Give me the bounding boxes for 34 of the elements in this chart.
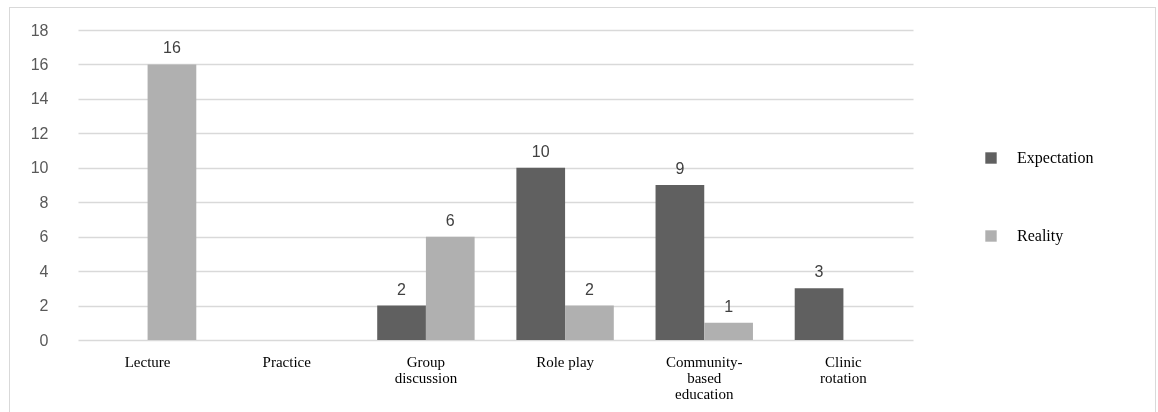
bar bbox=[794, 288, 844, 340]
data-label: 16 bbox=[163, 39, 181, 57]
bar bbox=[655, 185, 705, 340]
x-tick-label: Clinic rotation bbox=[820, 353, 868, 386]
data-label: 1 bbox=[724, 297, 734, 315]
data-label: 2 bbox=[584, 280, 594, 298]
legend-label: Reality bbox=[1017, 227, 1064, 245]
y-tick-label: 10 bbox=[30, 159, 49, 177]
y-tick-label: 6 bbox=[39, 228, 49, 246]
bar bbox=[516, 167, 566, 340]
y-tick-label: 0 bbox=[39, 331, 49, 349]
data-label: 10 bbox=[531, 142, 550, 160]
data-label: 2 bbox=[397, 280, 407, 298]
bar bbox=[704, 322, 753, 340]
x-tick-label: Role play bbox=[536, 353, 595, 370]
x-tick-label: Community-based education bbox=[665, 353, 743, 402]
y-tick-label: 16 bbox=[30, 55, 49, 73]
y-tick-label: 4 bbox=[39, 262, 49, 280]
data-label: 6 bbox=[445, 211, 455, 229]
data-label: 3 bbox=[814, 263, 824, 281]
bar bbox=[377, 305, 426, 340]
y-tick-label: 12 bbox=[30, 124, 49, 142]
bar bbox=[425, 236, 475, 340]
legend-label: Expectation bbox=[1017, 149, 1094, 167]
y-tick-label: 14 bbox=[30, 90, 49, 108]
y-tick-label: 18 bbox=[30, 21, 49, 39]
data-label: 9 bbox=[675, 160, 685, 177]
x-tick-label: Practice bbox=[262, 353, 312, 370]
y-tick-label: 8 bbox=[39, 193, 49, 211]
x-tick-label: Group discussion bbox=[394, 353, 458, 386]
x-tick-label: Lecture bbox=[124, 353, 171, 370]
y-tick-label: 2 bbox=[39, 297, 49, 315]
bar bbox=[565, 305, 614, 340]
bar bbox=[147, 64, 197, 340]
